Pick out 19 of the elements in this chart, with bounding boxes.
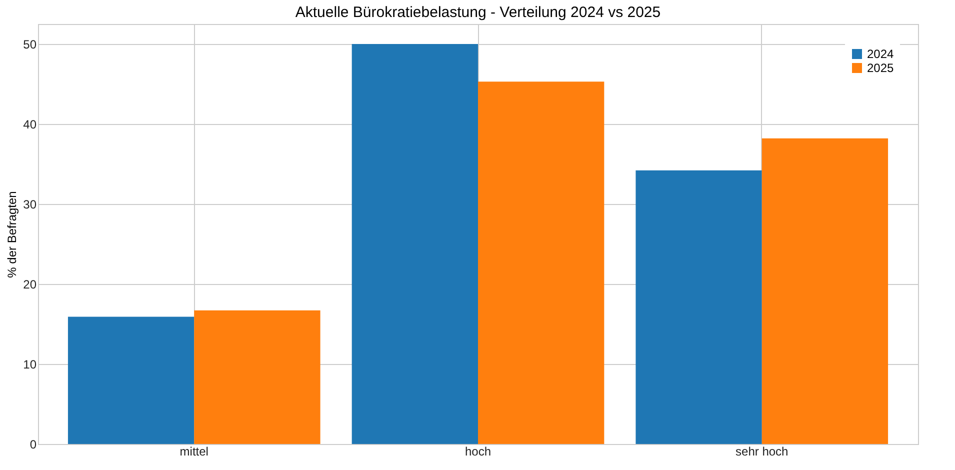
y-tick-label: 0 — [30, 438, 37, 452]
x-tick-label: sehr hoch — [736, 444, 788, 458]
legend-label: 2024 — [867, 47, 894, 61]
x-tick-label: hoch — [464, 444, 492, 458]
y-tick-label: 50 — [23, 38, 37, 52]
bar — [478, 82, 604, 444]
y-tick-label: 30 — [23, 198, 37, 212]
bar — [194, 310, 320, 444]
y-tick-label: 20 — [23, 278, 37, 292]
bar — [762, 138, 888, 444]
legend-label: 2025 — [867, 61, 894, 75]
bar — [352, 44, 478, 444]
y-tick-label: 10 — [23, 358, 37, 372]
y-tick-label: 40 — [23, 118, 37, 132]
y-axis-title: % der Befragten — [5, 191, 20, 278]
x-tick-label: mittel — [180, 444, 208, 458]
bar — [68, 316, 194, 444]
bar — [636, 170, 762, 444]
chart-title: Aktuelle Bürokratiebelastung - Verteilung 2024 vs 2025 — [295, 4, 661, 21]
